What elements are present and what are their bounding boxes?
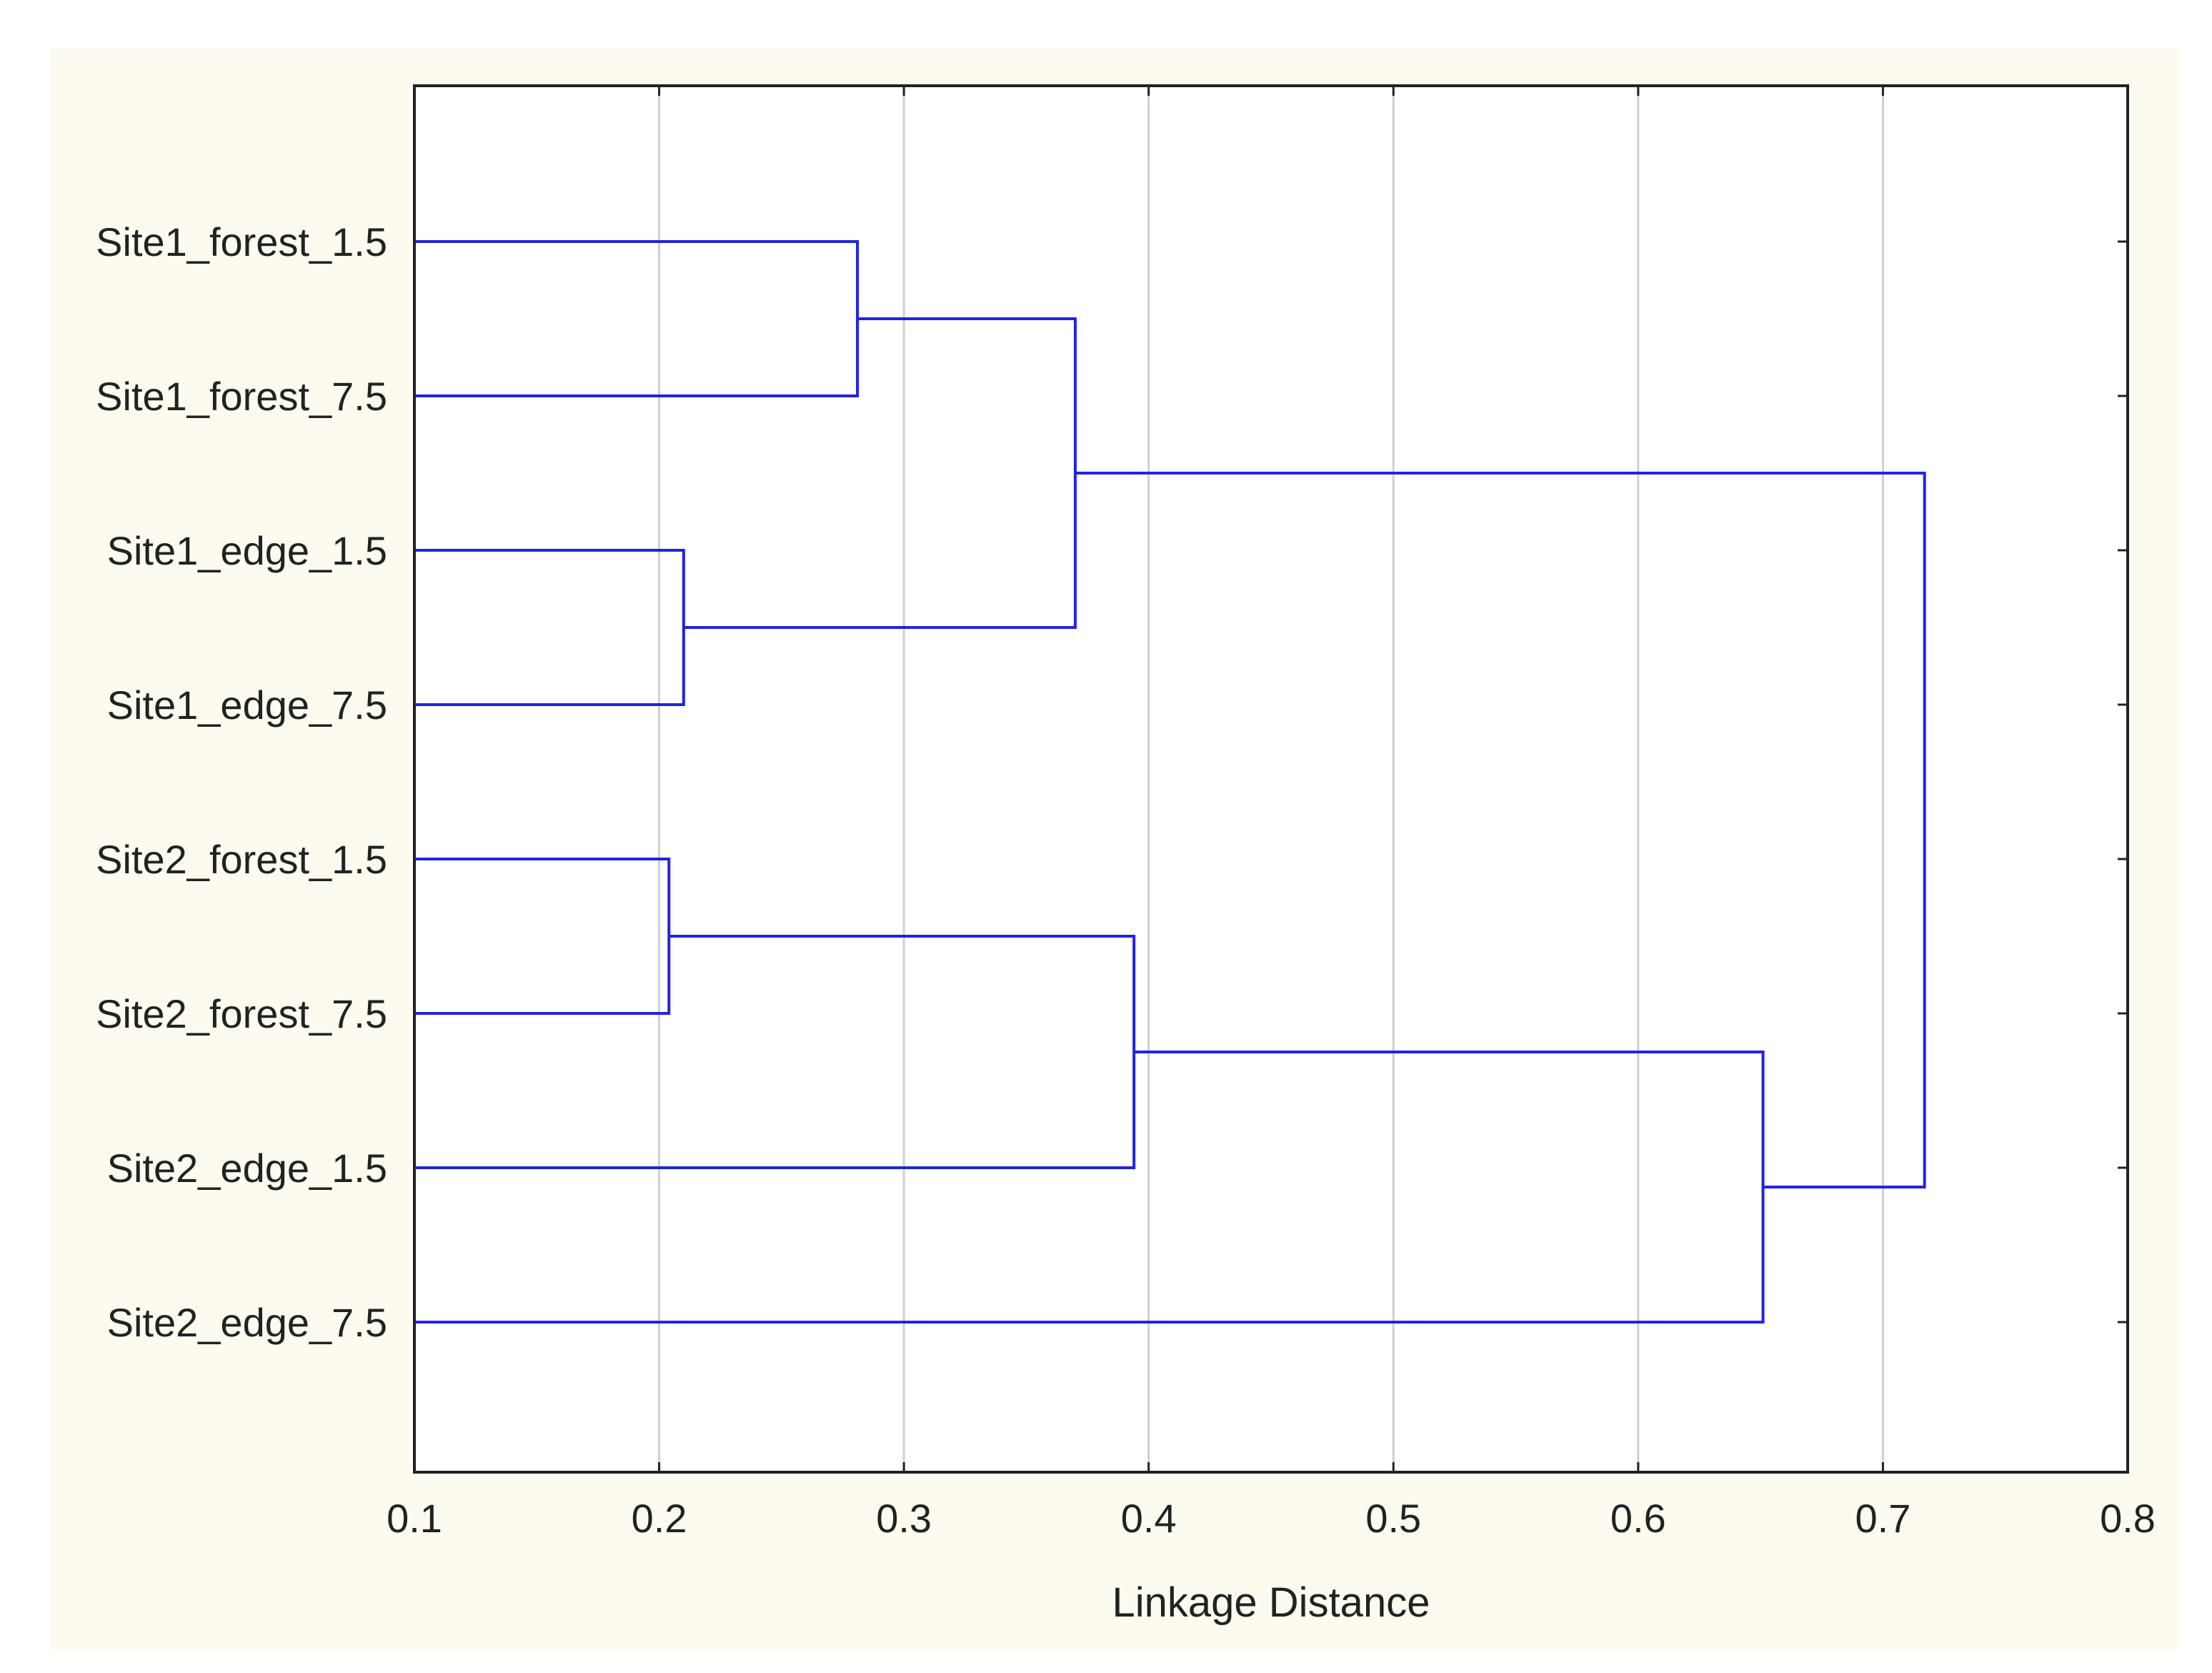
leaf-label: Site2_forest_1.5 [96, 837, 387, 882]
x-axis-title: Linkage Distance [1112, 1579, 1430, 1626]
leaf-label: Site1_forest_1.5 [96, 219, 387, 264]
plot-area [414, 86, 2128, 1472]
dendrogram-branches [414, 240, 1926, 1324]
plot-frame [413, 84, 2129, 1474]
x-tick-label: 0.4 [1121, 1496, 1177, 1541]
dendrogram-branch [414, 240, 860, 397]
leaf-label: Site2_edge_1.5 [107, 1146, 387, 1191]
x-tick-label: 0.8 [2100, 1496, 2156, 1541]
x-tick-label: 0.3 [876, 1496, 932, 1541]
leaf-label: Site1_forest_7.5 [96, 374, 387, 419]
grid-lines [658, 86, 1884, 1472]
leaf-label: Site2_forest_7.5 [96, 991, 387, 1036]
x-tick-label: 0.7 [1855, 1496, 1910, 1541]
leaf-label: Site1_edge_1.5 [107, 528, 387, 573]
x-tick-label: 0.2 [632, 1496, 687, 1541]
x-tick-label: 0.6 [1610, 1496, 1666, 1541]
x-tick-labels: 0.1 0.2 0.3 0.4 0.5 0.6 0.7 0.8 [387, 1496, 2156, 1541]
dendrogram-branch [414, 858, 671, 1015]
x-tick-label: 0.1 [387, 1496, 442, 1541]
leaf-labels: Site1_forest_1.5 Site1_forest_7.5 Site1_ed… [96, 219, 387, 1345]
dendrogram-branch [683, 317, 1077, 629]
x-tick-label: 0.5 [1365, 1496, 1421, 1541]
leaf-label: Site2_edge_7.5 [107, 1300, 387, 1345]
leaf-label: Site1_edge_7.5 [107, 682, 387, 728]
dendrogram-branch [1075, 472, 1926, 1188]
